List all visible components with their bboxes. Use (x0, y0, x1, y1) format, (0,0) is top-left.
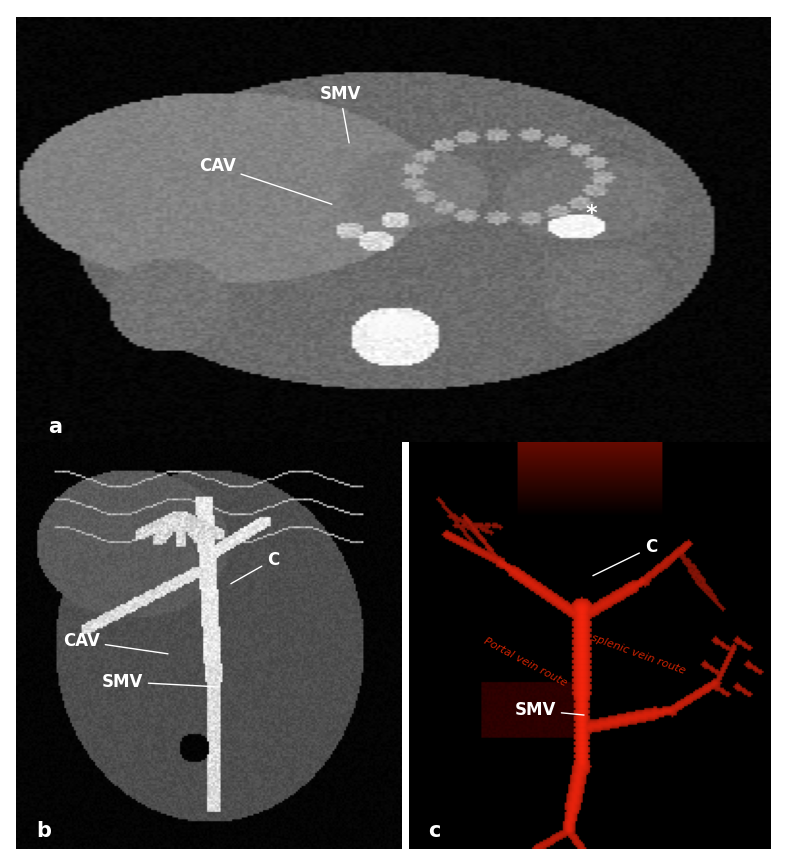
Text: splenic vein route: splenic vein route (590, 632, 687, 676)
Text: CAV: CAV (63, 632, 168, 654)
Text: C: C (593, 539, 657, 576)
Text: SMV: SMV (319, 85, 361, 143)
Text: SMV: SMV (515, 701, 584, 720)
Text: SMV: SMV (101, 673, 214, 691)
Text: Portal vein route: Portal vein route (482, 637, 568, 688)
Text: CAV: CAV (199, 157, 332, 204)
Text: *: * (586, 204, 597, 223)
Text: C: C (231, 551, 279, 584)
Text: b: b (36, 821, 51, 841)
Text: a: a (48, 417, 62, 437)
Text: c: c (428, 821, 440, 841)
